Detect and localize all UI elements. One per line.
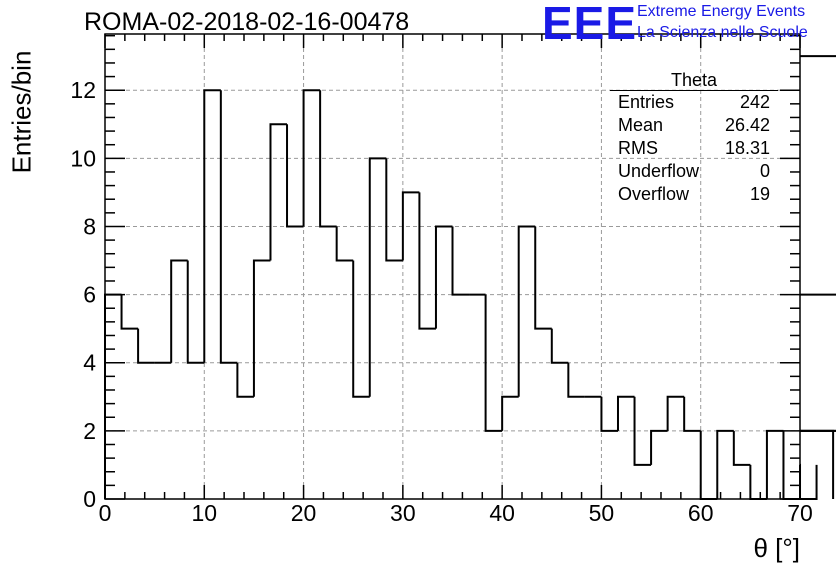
y-tick-label: 12: [70, 77, 96, 103]
histogram-bin: [666, 395, 685, 431]
x-tick-label: 40: [489, 500, 515, 526]
x-tick-label: 70: [787, 500, 813, 526]
stats-title: Theta: [610, 70, 778, 91]
histogram-bin: [517, 225, 536, 397]
stats-value: 26.42: [724, 115, 770, 135]
stats-value: 18.31: [724, 138, 770, 158]
histogram-bin: [319, 90, 337, 228]
chart-title: ROMA-02-2018-02-16-00478: [84, 8, 410, 36]
stats-box: Theta Entries 242 Mean 26.42 RMS 18.31 U…: [610, 70, 778, 206]
logo-line-2: La Scienza nelle Scuole: [637, 24, 808, 41]
stats-label: Entries: [618, 92, 675, 112]
histogram-bin: [352, 260, 370, 398]
stats-value: 19: [749, 184, 770, 204]
histogram-bin: [633, 396, 652, 466]
histogram-bin: [418, 192, 436, 330]
x-tick-label: 20: [291, 500, 317, 526]
histogram-bin: [650, 429, 668, 465]
histogram-bin: [219, 90, 238, 364]
histogram-bin: [104, 293, 122, 499]
histogram-bin: [567, 362, 585, 398]
plot-frame: [104, 33, 801, 500]
histogram-bin: [269, 123, 288, 261]
x-tick-label: 60: [688, 500, 714, 526]
histogram-bin: [550, 328, 569, 364]
histogram-bin: [451, 226, 470, 296]
histogram-bin: [765, 429, 784, 499]
histogram-bin: [137, 328, 155, 364]
histogram-bin: [484, 294, 503, 432]
histogram-bin: [120, 294, 139, 330]
y-axis-label: Entries/bin: [6, 50, 37, 174]
histogram-bin: [368, 157, 387, 397]
histogram-bin: [782, 430, 800, 500]
histogram-bin: [683, 396, 701, 432]
histogram-bin: [616, 395, 635, 431]
histogram-bin: [186, 260, 205, 364]
histogram-bin: [699, 430, 718, 500]
stats-row-underflow: Underflow 0: [610, 160, 778, 183]
y-tick-labels: 0 2 4 6 8 10 12: [70, 77, 96, 512]
histogram-bin: [800, 429, 836, 432]
histogram-bin: [236, 362, 254, 398]
y-tick-label: 6: [83, 282, 96, 308]
histogram-bin: [716, 429, 734, 499]
histogram-bin: [600, 396, 618, 432]
axis-ticks: [104, 34, 801, 500]
x-tick-label: 10: [191, 500, 217, 526]
histogram-bin: [749, 464, 767, 500]
stats-row-overflow: Overflow 19: [610, 183, 778, 206]
x-tick-label: 50: [589, 500, 615, 526]
y-tick-label: 0: [83, 486, 96, 512]
logo-line-1: Extreme Energy Events: [637, 3, 806, 20]
histogram-bin: [800, 293, 836, 296]
stats-row-rms: RMS 18.31: [610, 137, 778, 160]
histogram-bin: [385, 158, 403, 262]
histogram-bin: [335, 226, 354, 262]
stats-row-mean: Mean 26.42: [610, 114, 778, 137]
histogram-bin: [252, 259, 271, 397]
logo-mark: EEE: [542, 0, 638, 49]
stats-label: Mean: [618, 115, 664, 135]
histogram-bin: [203, 89, 221, 363]
stats-value: 0: [759, 161, 770, 181]
histogram-bin: [732, 430, 751, 466]
histogram-bin: [170, 259, 188, 363]
y-tick-label: 10: [70, 145, 96, 171]
stats-label: Underflow: [618, 161, 700, 181]
histogram-bin: [434, 225, 453, 329]
y-tick-label: 2: [83, 418, 96, 444]
histogram-bins: [104, 55, 836, 500]
histogram-bin: [800, 55, 836, 58]
stats-label: Overflow: [618, 184, 690, 204]
histogram-bin: [534, 226, 552, 330]
stats-row-entries: Entries 242: [610, 91, 778, 114]
x-axis-label: θ [°]: [753, 533, 800, 563]
x-tick-labels: 0 10 20 30 40 50 60 70: [99, 500, 813, 526]
histogram-bin: [800, 464, 818, 500]
y-tick-label: 8: [83, 213, 96, 239]
x-tick-label: 0: [99, 500, 112, 526]
histogram-bin: [501, 395, 519, 431]
histogram-bin: [302, 89, 321, 227]
histogram-bin: [401, 191, 420, 261]
histogram-bin: [286, 124, 304, 228]
x-tick-label: 30: [390, 500, 416, 526]
stats-value: 242: [739, 92, 770, 112]
y-tick-label: 4: [83, 350, 96, 376]
stats-label: RMS: [618, 138, 658, 158]
